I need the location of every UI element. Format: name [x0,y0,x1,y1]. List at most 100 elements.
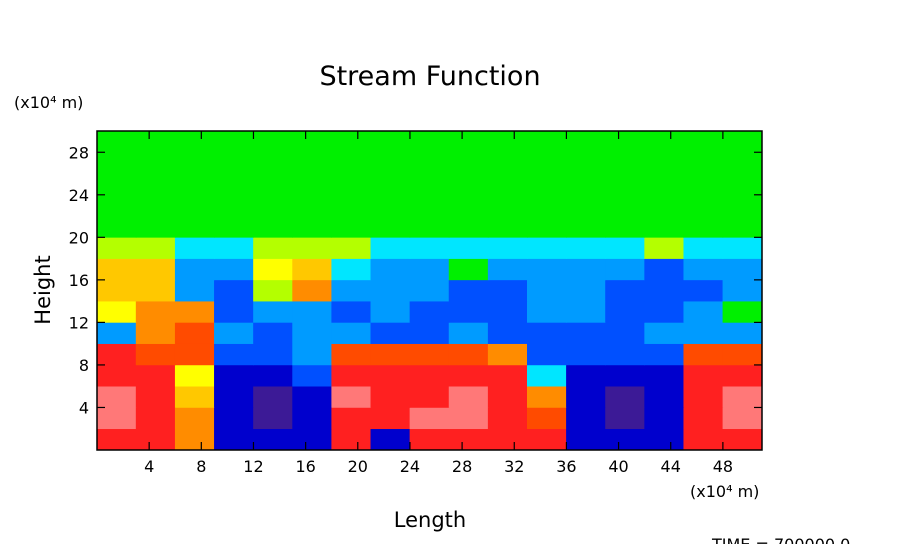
field-cell [566,215,606,238]
field-cell [722,173,762,196]
field-cell [97,343,137,366]
field-cell [253,151,293,174]
field-cell [174,322,215,344]
field-cell [683,385,724,408]
field-cell [605,428,645,450]
time-annotation: TIME = 700000.0 [711,535,850,544]
y-tick-label: 12 [69,313,89,332]
field-cell [253,322,293,344]
field-cell [605,364,645,387]
field-cell [526,407,567,430]
field-cell [487,131,528,153]
field-cell [97,364,137,387]
field-cell [370,131,411,153]
field-cell [722,385,762,408]
x-label: Length [394,508,466,532]
field-cell [97,237,137,259]
field-cell [370,151,411,174]
field-cell [409,428,450,450]
field-cell [97,215,137,238]
y-tick-label: 24 [69,186,89,205]
field-cell [526,343,567,366]
field-cell [135,194,176,217]
field-cell [135,173,176,196]
field-cell [292,194,333,217]
field-cell [448,194,489,217]
field-cell [683,237,724,259]
y-tick-label: 28 [69,143,89,162]
field-cell [683,131,724,153]
field-cell [135,300,176,323]
x-tick-label: 24 [400,457,420,476]
field-cell [566,300,606,323]
field-cell [135,343,176,366]
field-cell [448,322,489,344]
field-cell [135,237,176,259]
field-cell [214,215,254,238]
field-cell [331,343,372,366]
field-cell [292,300,333,323]
field-cell [409,343,450,366]
field-cell [448,343,489,366]
field-cell [370,279,411,302]
field-cell [722,343,762,366]
field-cell [566,151,606,174]
field-cell [448,407,489,430]
field-cell [214,151,254,174]
field-cell [253,428,293,450]
field-cell [135,258,176,281]
field-cell [448,237,489,259]
field-cell [292,364,333,387]
field-cell [253,131,293,153]
field-cell [448,428,489,450]
field-cell [683,194,724,217]
field-cell [292,237,333,259]
field-cell [174,385,215,408]
field-cell [644,428,685,450]
field-cell [487,215,528,238]
field-cell [487,428,528,450]
field-cell [722,151,762,174]
field-cell [214,385,254,408]
field-cell [487,194,528,217]
field-cell [253,385,293,408]
field-cell [292,343,333,366]
field-cell [526,131,567,153]
field-cell [644,173,685,196]
field-cell [370,258,411,281]
field-cell [331,385,372,408]
field-cell [174,300,215,323]
field-cell [683,322,724,344]
field-cell [292,131,333,153]
field-cell [566,364,606,387]
field-cell [487,300,528,323]
field-cell [292,173,333,196]
field-cell [566,237,606,259]
field-cell [409,194,450,217]
field-cell [174,173,215,196]
field-cell [683,215,724,238]
field-cell [683,151,724,174]
field-cell [683,428,724,450]
field-cell [683,258,724,281]
field-cell [683,279,724,302]
x-tick-label: 20 [348,457,368,476]
field-cell [644,194,685,217]
field-cell [331,151,372,174]
field-cell [683,407,724,430]
field-cell [97,258,137,281]
field-cell [370,322,411,344]
field-cell [135,428,176,450]
field-cell [135,279,176,302]
field-cell [409,237,450,259]
field-cell [644,322,685,344]
field-cell [253,300,293,323]
field-cell [448,258,489,281]
field-cell [722,131,762,153]
field-cell [644,300,685,323]
field-cell [292,385,333,408]
field-cell [605,131,645,153]
field-cell [135,322,176,344]
field-cell [526,322,567,344]
